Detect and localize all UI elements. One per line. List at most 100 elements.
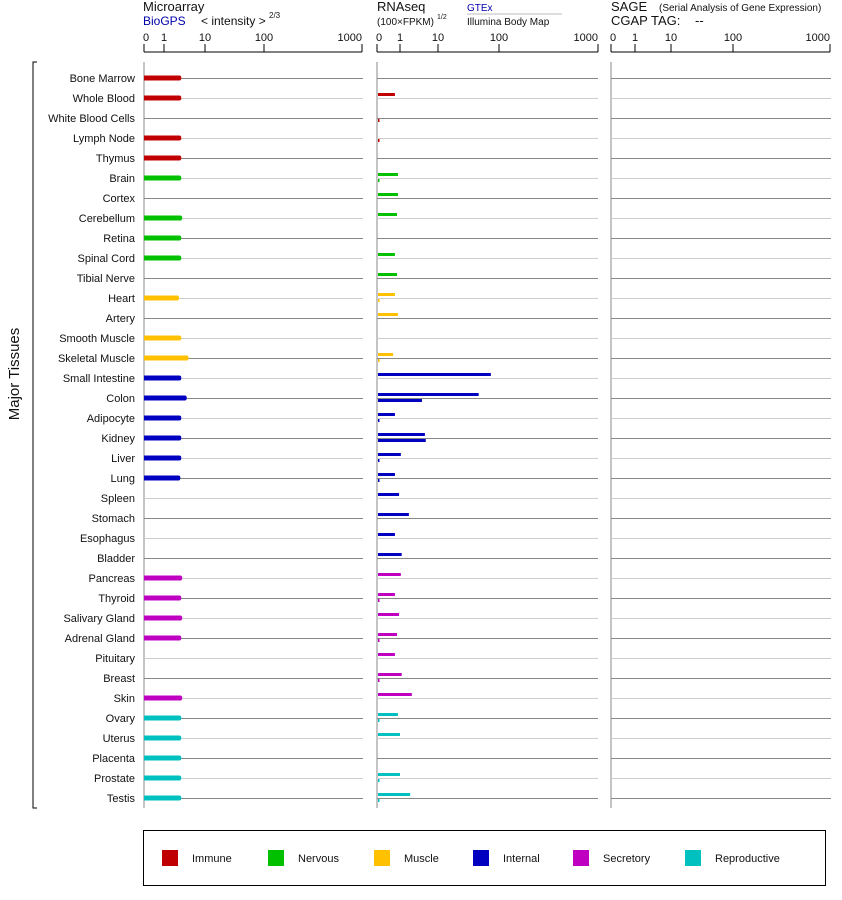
microarray-bar <box>144 295 180 301</box>
illumina-bar <box>378 419 380 422</box>
rnaseq-unit-exponent: 1/2 <box>437 14 447 21</box>
gtex-bar <box>378 473 395 476</box>
sage-tick-label: 1 <box>632 32 638 44</box>
illumina-bar <box>378 119 380 122</box>
microarray-bar <box>144 715 182 721</box>
tissue-label: Kidney <box>101 433 135 445</box>
tissues-bracket <box>32 61 37 809</box>
microarray-bar <box>144 175 182 181</box>
y-axis-label: Major Tissues <box>6 328 23 421</box>
rnaseq-unit-label: (100×FPKM) <box>377 17 434 28</box>
tissue-label: Whole Blood <box>73 93 135 105</box>
tissue-label: Skeletal Muscle <box>58 353 135 365</box>
microarray-title: Microarray <box>143 0 205 14</box>
illumina-bar <box>378 679 380 682</box>
microarray-bar <box>144 215 183 221</box>
tissue-label: Tibial Nerve <box>77 273 135 285</box>
gtex-bar <box>378 453 401 456</box>
gtex-bar <box>378 373 491 376</box>
legend-swatch-reproductive <box>685 850 701 866</box>
illumina-bar <box>378 299 380 302</box>
tissue-label: Liver <box>111 453 135 465</box>
gtex-bar <box>378 193 398 196</box>
legend-label-nervous: Nervous <box>298 853 339 865</box>
illumina-bar <box>378 179 380 182</box>
illumina-source-label: Illumina Body Map <box>467 17 550 28</box>
cgap-tag-value: -- <box>695 13 704 28</box>
illumina-bar <box>378 639 380 642</box>
microarray-unit-label: < intensity > <box>201 14 266 28</box>
tissue-label: Cortex <box>103 193 136 205</box>
tissue-label: White Blood Cells <box>48 113 135 125</box>
microarray-bar <box>144 775 182 781</box>
gtex-bar <box>378 93 395 96</box>
tissue-label: Bone Marrow <box>70 73 135 85</box>
tissue-label: Brain <box>109 173 135 185</box>
tissue-label: Bladder <box>97 553 135 565</box>
illumina-bar <box>378 799 380 802</box>
illumina-bar <box>378 719 380 722</box>
gtex-bar <box>378 793 411 796</box>
sage-tick-label: 100 <box>724 32 742 44</box>
legend-swatch-internal <box>473 850 489 866</box>
illumina-bar <box>378 399 422 402</box>
gtex-bar <box>378 773 400 776</box>
gtex-bar <box>378 393 479 396</box>
tissue-label: Lung <box>111 473 135 485</box>
microarray-bar <box>144 95 182 101</box>
tissue-label: Thyroid <box>98 593 135 605</box>
tissue-label: Heart <box>108 293 135 305</box>
tissue-label: Uterus <box>103 733 136 745</box>
illumina-bar <box>378 459 380 462</box>
tissue-label: Retina <box>103 233 136 245</box>
microarray-tick-label: 0 <box>143 32 149 44</box>
gtex-bar <box>378 173 398 176</box>
sage-subtitle: (Serial Analysis of Gene Expression) <box>659 3 821 14</box>
tissue-label: Ovary <box>106 713 136 725</box>
microarray-bar <box>144 75 182 81</box>
legend-label-immune: Immune <box>192 853 232 865</box>
microarray-bar <box>144 395 187 401</box>
gtex-bar <box>378 633 398 636</box>
legend-label-internal: Internal <box>503 853 540 865</box>
microarray-bar <box>144 335 182 341</box>
legend-swatch-immune <box>162 850 178 866</box>
gtex-bar <box>378 673 402 676</box>
microarray-bar <box>144 155 182 161</box>
tissue-label: Spleen <box>101 493 135 505</box>
gtex-bar <box>378 493 400 496</box>
microarray-bar <box>144 755 182 761</box>
microarray-bar <box>144 415 182 421</box>
tissue-label: Small Intestine <box>63 373 135 385</box>
illumina-bar <box>378 359 380 362</box>
gtex-bar <box>378 353 394 356</box>
microarray-bar <box>144 575 183 581</box>
microarray-tick-label: 1 <box>161 32 167 44</box>
tissue-label: Placenta <box>92 753 136 765</box>
gtex-bar <box>378 653 395 656</box>
microarray-bar <box>144 595 182 601</box>
sage-title: SAGE <box>611 0 647 14</box>
gtex-source-label: GTEx <box>467 3 493 14</box>
microarray-bar <box>144 695 183 701</box>
tissue-label: Skin <box>114 693 135 705</box>
microarray-bar <box>144 735 182 741</box>
gtex-bar <box>378 533 395 536</box>
rnaseq-tick-label: 100 <box>490 32 508 44</box>
tissue-label: Pancreas <box>89 573 136 585</box>
microarray-bar <box>144 355 189 361</box>
gtex-bar <box>378 553 402 556</box>
legend-label-muscle: Muscle <box>404 853 439 865</box>
legend-label-reproductive: Reproductive <box>715 853 780 865</box>
microarray-tick-label: 10 <box>199 32 211 44</box>
rnaseq-tick-label: 1000 <box>574 32 598 44</box>
gtex-bar <box>378 513 409 516</box>
tissue-label: Stomach <box>92 513 135 525</box>
gtex-bar <box>378 713 398 716</box>
gtex-bar <box>378 413 395 416</box>
tissue-label: Esophagus <box>80 533 136 545</box>
cgap-tag-label: CGAP TAG: <box>611 13 680 28</box>
sage-tick-label: 1000 <box>806 32 830 44</box>
tissue-label: Lymph Node <box>73 133 135 145</box>
tissue-label: Colon <box>106 393 135 405</box>
